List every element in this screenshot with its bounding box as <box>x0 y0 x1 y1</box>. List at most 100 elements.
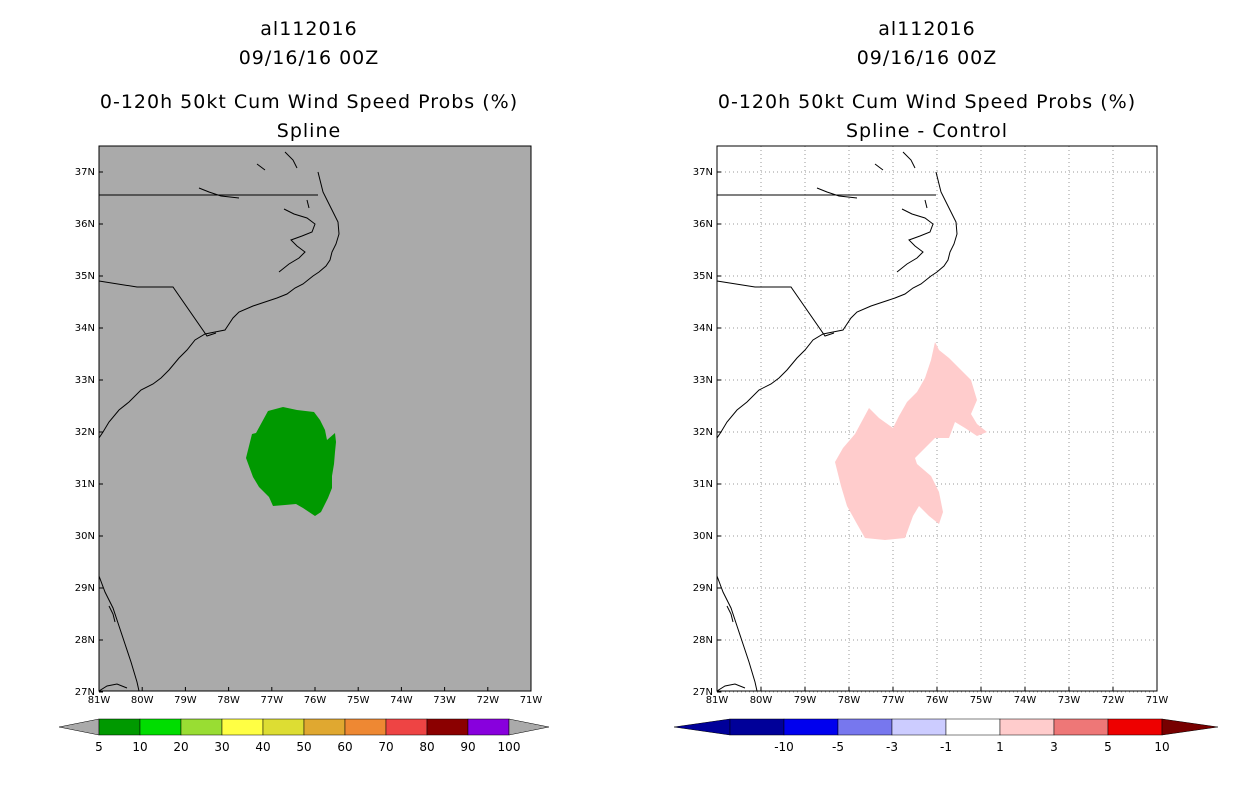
left-land-area <box>99 146 251 428</box>
right-map: 37N 36N 35N 34N 33N 32N 31N 30N 29N 28N 27N 81W 80W… <box>693 145 1169 706</box>
left-colorbar-label: 90 <box>460 740 475 754</box>
left-lat-label: 36N <box>75 219 95 230</box>
right-colorbar-low-arrow <box>673 718 731 736</box>
left-lat-label: 27N <box>75 687 95 698</box>
right-lon-label: 79W <box>794 695 817 706</box>
left-colorbar-segment <box>180 718 223 736</box>
left-colorbar: 5 10 20 30 40 50 60 70 80 90 100 <box>58 718 550 754</box>
left-colorbar-low-arrow <box>58 718 100 736</box>
left-lat-label: 29N <box>75 583 95 594</box>
right-lat-label: 30N <box>693 531 713 542</box>
right-colorbar-label: -10 <box>774 740 794 754</box>
right-lat-labels: 37N 36N 35N 34N 33N 32N 31N 30N 29N 28N 27N <box>693 167 721 698</box>
right-colorbar-segment <box>945 718 1001 736</box>
left-colorbar-label: 30 <box>214 740 229 754</box>
left-date: 09/16/16 00Z <box>238 47 380 69</box>
left-lon-label: 76W <box>304 695 327 706</box>
left-lon-label: 71W <box>520 695 543 706</box>
left-colorbar-segment <box>385 718 428 736</box>
left-lat-labels: 37N 36N 35N 34N 33N 32N 31N 30N 29N 28N 27N <box>75 167 103 698</box>
right-colorbar-label: -3 <box>886 740 898 754</box>
right-product-title: 0-120h 50kt Cum Wind Speed Probs (%) <box>717 91 1137 113</box>
right-lat-label: 27N <box>693 687 713 698</box>
left-lat-label: 37N <box>75 167 95 178</box>
right-lon-label: 73W <box>1058 695 1081 706</box>
left-product-title: 0-120h 50kt Cum Wind Speed Probs (%) <box>99 91 519 113</box>
right-colorbar-high-arrow <box>1161 718 1219 736</box>
right-lat-label: 33N <box>693 375 713 386</box>
left-storm-id: al112016 <box>260 18 358 40</box>
left-lon-label: 80W <box>131 695 154 706</box>
left-colorbar-segment <box>262 718 305 736</box>
left-lon-label: 73W <box>433 695 456 706</box>
right-colorbar-label: -1 <box>940 740 952 754</box>
right-florida-coastline <box>716 575 758 692</box>
left-colorbar-label: 60 <box>337 740 352 754</box>
right-colorbar-segment <box>729 718 785 736</box>
left-colorbar-label: 20 <box>173 740 188 754</box>
right-colorbar-label: 1 <box>996 740 1004 754</box>
right-atlantic-coastline <box>716 171 958 439</box>
left-inland-waters <box>198 151 310 209</box>
right-map-svg: 37N 36N 35N 34N 33N 32N 31N 30N 29N 28N 27N 81W 80W… <box>673 145 1219 754</box>
right-difference-area <box>835 342 987 540</box>
left-colorbar-high-arrow <box>508 718 550 736</box>
left-colorbar-segment <box>303 718 346 736</box>
right-date: 09/16/16 00Z <box>856 47 998 69</box>
left-colorbar-segment <box>344 718 387 736</box>
right-lon-label: 71W <box>1146 695 1169 706</box>
right-sound-shoreline <box>896 208 934 273</box>
left-lat-label: 32N <box>75 427 95 438</box>
right-lat-label: 37N <box>693 167 713 178</box>
right-lat-label: 35N <box>693 271 713 282</box>
right-colorbar-segment <box>1107 718 1163 736</box>
right-lon-label: 72W <box>1102 695 1125 706</box>
left-lat-label: 34N <box>75 323 95 334</box>
left-panel: al112016 09/16/16 00Z 0-120h 50kt Cum Wi… <box>58 18 550 754</box>
right-state-border-nc-sc <box>716 280 835 337</box>
left-lon-label: 72W <box>476 695 499 706</box>
left-colorbar-label: 5 <box>95 740 103 754</box>
right-inland-waters <box>816 151 928 209</box>
right-lat-label: 36N <box>693 219 713 230</box>
left-lon-label: 75W <box>347 695 370 706</box>
left-probability-area <box>246 407 336 516</box>
left-lat-label: 31N <box>75 479 95 490</box>
right-lat-label: 29N <box>693 583 713 594</box>
right-colorbar-segment <box>783 718 839 736</box>
left-colorbar-segment <box>221 718 264 736</box>
left-colorbar-label: 80 <box>419 740 434 754</box>
right-colorbar-label: 3 <box>1050 740 1058 754</box>
right-method: Spline - Control <box>845 120 1009 142</box>
left-coastlines <box>98 151 340 692</box>
left-colorbar-label: 100 <box>498 740 521 754</box>
left-colorbar-label: 50 <box>296 740 311 754</box>
left-lon-label: 79W <box>174 695 197 706</box>
right-lat-label: 32N <box>693 427 713 438</box>
right-colorbar-label: -5 <box>832 740 844 754</box>
right-colorbar-label: 5 <box>1104 740 1112 754</box>
right-lon-label: 76W <box>926 695 949 706</box>
left-lon-label: 78W <box>217 695 240 706</box>
left-lon-label: 77W <box>260 695 283 706</box>
right-lon-label: 78W <box>838 695 861 706</box>
left-colorbar-label: 70 <box>378 740 393 754</box>
right-lat-label: 34N <box>693 323 713 334</box>
left-map: 37N 36N 35N 34N 33N 32N 31N 30N 29N 28N 27N 81W 80W… <box>75 145 543 706</box>
left-lon-label: 81W <box>88 695 111 706</box>
left-lat-label: 28N <box>75 635 95 646</box>
left-method: Spline <box>276 120 342 142</box>
right-lon-label: 77W <box>882 695 905 706</box>
right-panel: al112016 09/16/16 00Z 0-120h 50kt Cum Wi… <box>618 0 1236 800</box>
left-lat-label: 30N <box>75 531 95 542</box>
left-state-border-nc-sc <box>98 280 217 337</box>
left-lon-label: 74W <box>390 695 413 706</box>
right-colorbar-segment <box>1053 718 1109 736</box>
right-colorbar-segment <box>891 718 947 736</box>
left-colorbar-label: 10 <box>132 740 147 754</box>
left-colorbar-segment <box>98 718 141 736</box>
right-lon-labels: 81W 80W 79W 78W 77W 76W 75W 74W 73W 72W 71W <box>706 687 1169 706</box>
left-map-svg: 37N 36N 35N 34N 33N 32N 31N 30N 29N 28N 27N 81W 80W… <box>58 145 550 754</box>
left-lat-label: 35N <box>75 271 95 282</box>
left-florida-coastline <box>98 575 140 692</box>
